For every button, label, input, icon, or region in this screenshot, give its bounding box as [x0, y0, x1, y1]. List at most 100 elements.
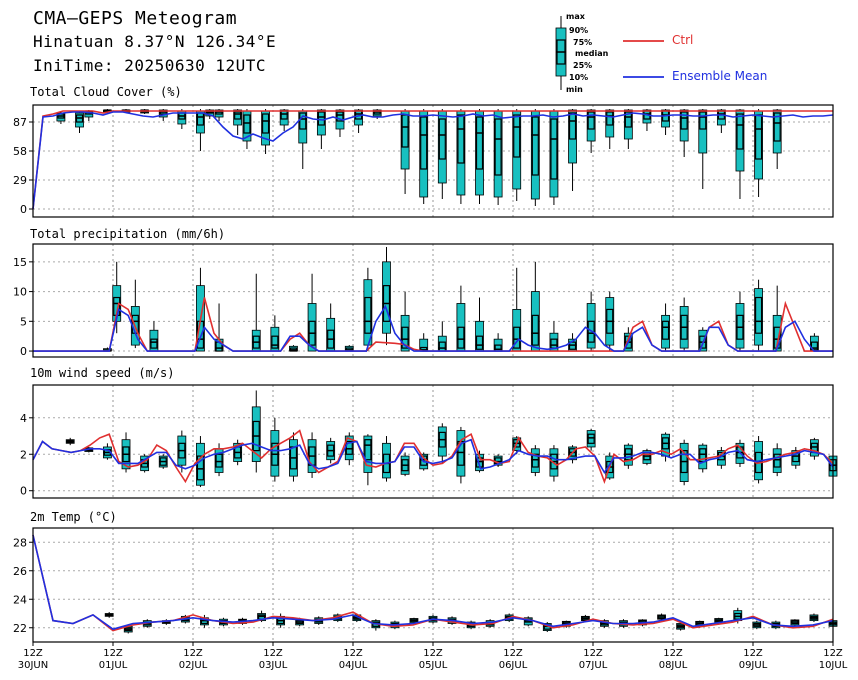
inner-box — [271, 335, 279, 349]
y-tick-label: 2 — [20, 448, 27, 461]
x-tick-hour: 12Z — [503, 648, 523, 659]
legend-p90-label: 90% — [569, 26, 589, 35]
y-tick-label: 5 — [20, 315, 27, 328]
x-tick-date: 30JUN — [18, 660, 48, 671]
legend-p10-label: 10% — [569, 73, 589, 82]
inner-box — [299, 112, 307, 130]
x-tick-hour: 12Z — [423, 648, 443, 659]
y-tick-label: 4 — [20, 412, 27, 425]
x-tick-date: 06JUL — [499, 660, 528, 671]
inner-box — [699, 111, 707, 130]
inner-box — [196, 112, 205, 126]
inner-box — [457, 114, 465, 164]
inner-box — [550, 118, 558, 180]
x-tick-date: 09JUL — [739, 660, 768, 671]
y-tick-label: 22 — [13, 622, 27, 635]
x-tick-hour: 12Z — [823, 648, 843, 659]
inner-box — [364, 439, 372, 461]
inner-box — [531, 116, 539, 176]
inner-box — [364, 296, 372, 334]
inner-box — [457, 326, 465, 349]
inner-box — [438, 341, 446, 352]
legend-mean-label: Ensemble Mean — [672, 69, 768, 83]
y-tick-label: 15 — [13, 256, 27, 269]
x-tick-date: 08JUL — [659, 660, 688, 671]
y-tick-label: 26 — [13, 565, 27, 578]
inner-box — [494, 118, 502, 176]
inner-box — [420, 116, 428, 170]
inner-box — [810, 341, 818, 351]
y-tick-label: 24 — [13, 593, 27, 606]
legend-max-label: max — [566, 12, 585, 21]
x-tick-hour: 12Z — [743, 648, 763, 659]
ensemble-mean-line — [32, 438, 834, 475]
legend-min-label: min — [566, 85, 583, 94]
ctrl-line — [32, 110, 833, 210]
inner-box — [513, 114, 521, 158]
inner-box — [587, 111, 595, 130]
legend-p25-label: 25% — [573, 61, 593, 70]
inner-box — [550, 338, 558, 349]
inner-box — [531, 453, 539, 468]
inner-box — [150, 338, 158, 349]
legend-p75-label: 75% — [573, 38, 593, 47]
legend-ctrl-label: Ctrl — [672, 33, 694, 47]
x-tick-hour: 12Z — [103, 648, 123, 659]
y-tick-label: 58 — [13, 145, 27, 158]
legend-median-label: median — [575, 49, 609, 58]
inner-box — [401, 114, 409, 148]
inner-box — [234, 111, 242, 120]
x-tick-date: 10JUL — [819, 660, 848, 671]
y-tick-label: 29 — [13, 174, 27, 187]
y-tick-label: 0 — [20, 203, 27, 216]
inner-box — [568, 112, 577, 140]
location-label: Hinatuan 8.37°N 126.34°E — [33, 32, 277, 51]
ensemble-mean-line — [32, 534, 834, 631]
y-tick-label: 28 — [13, 536, 27, 549]
inner-box — [661, 320, 670, 340]
init-time-label: IniTime: 20250630 12UTC — [33, 56, 267, 75]
inner-box — [317, 111, 325, 126]
x-tick-hour: 12Z — [263, 648, 283, 659]
x-tick-date: 02JUL — [179, 660, 208, 671]
chart-title: CMA—GEPS Meteogram — [33, 8, 238, 29]
inner-box — [401, 326, 409, 349]
x-tick-hour: 12Z — [343, 648, 363, 659]
y-tick-label: 10 — [13, 286, 27, 299]
inner-box — [215, 453, 223, 468]
y-tick-label: 0 — [20, 485, 27, 498]
panel-title-precip: Total precipitation (mm/6h) — [30, 227, 226, 241]
inner-box — [513, 326, 521, 349]
inner-box — [261, 113, 270, 134]
panel-title-temp: 2m Temp (°C) — [30, 510, 117, 524]
panel-frame — [32, 384, 834, 499]
x-tick-date: 07JUL — [579, 660, 608, 671]
inner-box — [475, 116, 484, 170]
inner-box — [736, 113, 744, 150]
panel-title-cloud: Total Cloud Cover (%) — [30, 85, 182, 99]
inner-box — [773, 453, 781, 468]
inner-box — [606, 111, 614, 126]
panel-title-wind: 10m wind speed (m/s) — [30, 366, 175, 380]
inner-box — [494, 344, 502, 352]
inner-box — [754, 296, 763, 334]
x-tick-date: 01JUL — [99, 660, 128, 671]
inner-box — [624, 111, 632, 128]
ctrl-line — [32, 429, 834, 484]
x-tick-hour: 12Z — [663, 648, 683, 659]
x-tick-date: 03JUL — [259, 660, 288, 671]
x-tick-date: 04JUL — [339, 660, 368, 671]
inner-box — [475, 335, 484, 350]
y-tick-label: 87 — [13, 116, 27, 129]
inner-box — [345, 440, 353, 455]
ensemble-mean-line — [33, 304, 833, 352]
inner-box — [336, 111, 344, 122]
inner-box — [243, 114, 251, 134]
panel-frame — [32, 243, 834, 358]
inner-box — [280, 110, 288, 120]
inner-box — [754, 114, 763, 160]
x-tick-hour: 12Z — [23, 648, 43, 659]
y-tick-label: 0 — [20, 345, 27, 358]
x-tick-hour: 12Z — [583, 648, 603, 659]
